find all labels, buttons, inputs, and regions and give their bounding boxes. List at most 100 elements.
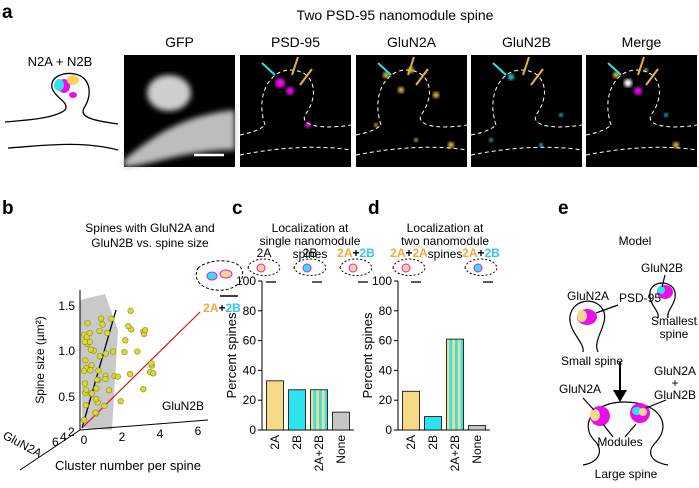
y-tick-label: 60: [243, 334, 257, 348]
puncta: [383, 72, 389, 78]
x-tick-label: 0: [81, 433, 88, 447]
model-label: GluN2A: [654, 364, 696, 378]
chart-title: two nanomodule: [401, 234, 489, 248]
label-part: +: [352, 246, 359, 260]
y-axis-name: GluN2A: [1, 428, 45, 460]
arrow: [261, 62, 276, 76]
scatter-point: [87, 367, 94, 374]
bar: [310, 389, 328, 431]
puncta: [275, 78, 285, 88]
puncta: [613, 72, 619, 78]
arrow: [522, 56, 530, 76]
model-label: GluN2B: [654, 388, 696, 402]
scatter-3d: [19, 290, 209, 471]
icon-module: [302, 263, 312, 273]
puncta: [398, 87, 404, 93]
label-part: 2B: [485, 246, 501, 260]
icon-label: 2A+2B: [462, 246, 500, 260]
arrow: [377, 62, 392, 76]
y-tick-label: 80: [379, 304, 393, 318]
scatter-point: [122, 337, 129, 344]
y-tick-label: 0: [385, 423, 392, 437]
scatter-point: [125, 322, 132, 330]
scatter-point: [87, 346, 94, 353]
puncta: [448, 142, 454, 148]
puncta: [374, 123, 378, 127]
arrow: [299, 68, 313, 86]
scatter-point: [93, 385, 100, 392]
scatter-point: [82, 357, 89, 364]
icon-label: 2B: [303, 246, 318, 260]
scatter-point: [80, 367, 88, 374]
model-label: +: [671, 376, 678, 390]
scatter-point: [117, 398, 124, 405]
label-part: 2A: [462, 246, 478, 260]
z-tick-label: 0.5: [58, 390, 75, 404]
scatter-point: [121, 348, 128, 356]
z-tick-label: 1.0: [58, 344, 75, 358]
scatter-point: [105, 387, 113, 394]
scatter-point: [95, 367, 102, 374]
puncta: [634, 87, 642, 95]
spine-schematic: [4, 72, 119, 151]
arrow: [407, 56, 415, 76]
model-label: PSD-95: [619, 291, 661, 305]
scatter-point: [114, 373, 121, 380]
scatter-point: [127, 307, 134, 314]
puncta: [508, 74, 514, 80]
spine-outline: [239, 69, 352, 156]
arrow: [291, 56, 299, 76]
y-tick-label: 60: [379, 334, 393, 348]
channel-label: PSD-95: [271, 34, 320, 50]
panel-letter: e: [558, 198, 569, 219]
arrow: [492, 62, 507, 76]
spine-outline: [585, 69, 698, 156]
channel-label: GluN2A: [387, 34, 437, 50]
panel-letter: c: [232, 198, 243, 219]
scatter-point: [81, 338, 89, 345]
y-tick-label: 0: [249, 423, 256, 437]
puncta: [414, 138, 418, 142]
chart-title: Localization at: [407, 221, 484, 235]
x-tick-label: 6: [195, 424, 202, 438]
x-tick-label: 2A: [404, 435, 418, 450]
scatter-point: [101, 402, 108, 409]
scatter-point: [127, 370, 134, 378]
z-axis-label: Spine size (µm²): [33, 316, 47, 404]
scatter-point: [102, 375, 109, 383]
y-axis-label: Percent spines: [224, 312, 239, 398]
icon-label: 2A+2B: [337, 246, 375, 260]
y-tick-label: 40: [243, 363, 257, 377]
chart-title: single nanomodule: [260, 234, 361, 248]
spine-outline: [355, 69, 468, 156]
scatter-point: [83, 386, 90, 393]
scatter-point: [102, 350, 109, 357]
channel-label: Merge: [622, 34, 662, 50]
scatter-point: [109, 348, 117, 355]
icon-label: 2A+2A: [390, 246, 428, 260]
spine-outline: [470, 69, 583, 156]
bar: [402, 390, 420, 431]
scatter-point: [84, 320, 91, 327]
panel-letter: b: [2, 198, 14, 219]
scatter-point: [134, 348, 141, 355]
puncta: [286, 87, 294, 95]
bar: [332, 411, 350, 431]
label-part: 2A: [257, 246, 272, 260]
panel-title: Two PSD-95 nanomodule spine: [297, 7, 494, 23]
scatter-point: [148, 360, 155, 367]
y-tick-label: 20: [379, 393, 393, 407]
model-label: GluN2B: [641, 261, 683, 275]
x-axis-label: Cluster number per spine: [55, 458, 201, 473]
scatter-point: [96, 327, 103, 335]
y-tick-label: 2: [68, 425, 75, 439]
model-label: spine: [660, 327, 689, 341]
arrow: [645, 68, 659, 86]
puncta: [624, 79, 632, 87]
micrograph: [586, 55, 697, 167]
chart-title: Localization at: [272, 221, 349, 235]
label-part: 2A: [337, 246, 353, 260]
chart-title: spines: [428, 247, 463, 261]
label-part: 2A: [413, 246, 429, 260]
